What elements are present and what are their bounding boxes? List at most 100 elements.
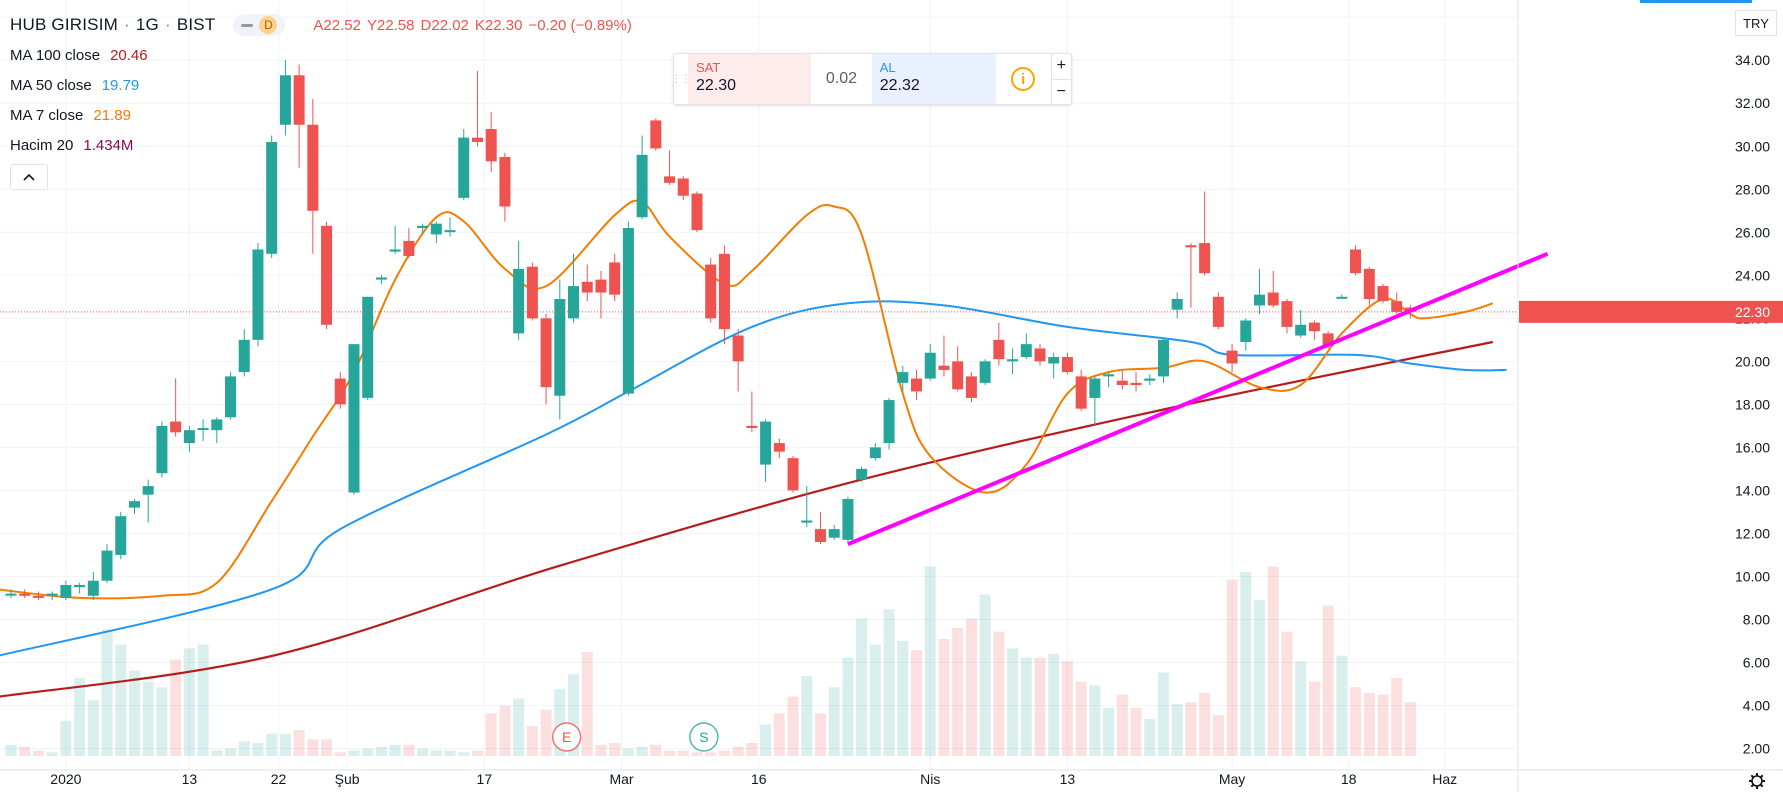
candle-body[interactable] <box>979 361 991 383</box>
candle-body[interactable] <box>1199 243 1211 274</box>
candle-body[interactable] <box>417 225 429 228</box>
candle-body[interactable] <box>705 264 717 319</box>
candle-body[interactable] <box>197 428 209 431</box>
candle-body[interactable] <box>897 372 909 383</box>
candle-body[interactable] <box>293 75 305 125</box>
candle-body[interactable] <box>1061 357 1073 373</box>
candle-body[interactable] <box>1377 286 1389 302</box>
candle-body[interactable] <box>321 225 333 325</box>
currency-label[interactable]: TRY <box>1735 10 1777 36</box>
indicator-ma50[interactable]: MA 50 close 19.79 <box>10 70 638 100</box>
candle-body[interactable] <box>664 176 676 183</box>
candle-body[interactable] <box>32 595 44 598</box>
candle-body[interactable] <box>430 223 442 235</box>
candle-body[interactable] <box>142 486 154 495</box>
candle-body[interactable] <box>1048 357 1060 364</box>
candle-body[interactable] <box>101 550 113 581</box>
candle-body[interactable] <box>636 154 648 218</box>
candle-body[interactable] <box>5 593 17 596</box>
candle-body[interactable] <box>1185 245 1197 248</box>
candle-body[interactable] <box>554 298 566 396</box>
candle-body[interactable] <box>1144 378 1156 381</box>
candle-body[interactable] <box>801 520 813 523</box>
candle-body[interactable] <box>622 227 634 394</box>
candle-body[interactable] <box>279 75 291 125</box>
candle-body[interactable] <box>211 419 223 431</box>
candle-body[interactable] <box>732 335 744 362</box>
candle-body[interactable] <box>568 286 580 319</box>
candle-body[interactable] <box>225 376 237 418</box>
candle-body[interactable] <box>128 501 140 508</box>
indicator-volume[interactable]: Hacim 20 1.434M <box>10 130 638 160</box>
candle-body[interactable] <box>156 425 168 474</box>
candle-body[interactable] <box>19 593 31 596</box>
candle-body[interactable] <box>1281 301 1293 327</box>
candle-body[interactable] <box>46 593 58 596</box>
indicator-ma100[interactable]: MA 100 close 20.46 <box>10 40 638 70</box>
candle-body[interactable] <box>856 468 868 480</box>
sell-button[interactable]: SAT 22.30 <box>688 54 812 104</box>
candle-body[interactable] <box>1157 339 1169 377</box>
candle-body[interactable] <box>773 443 785 452</box>
candle-body[interactable] <box>334 378 346 405</box>
candle-body[interactable] <box>1020 344 1032 358</box>
candle-body[interactable] <box>1240 320 1252 342</box>
candle-body[interactable] <box>389 249 401 252</box>
candle-body[interactable] <box>471 137 483 142</box>
candle-body[interactable] <box>650 120 662 149</box>
candle-body[interactable] <box>883 400 895 444</box>
candle-body[interactable] <box>1103 374 1115 377</box>
candle-body[interactable] <box>1034 348 1046 362</box>
candle-body[interactable] <box>595 279 607 293</box>
candle-body[interactable] <box>1391 301 1403 312</box>
candle-body[interactable] <box>540 318 552 388</box>
candle-body[interactable] <box>513 268 525 334</box>
candle-body[interactable] <box>403 240 415 256</box>
candle-body[interactable] <box>238 339 250 373</box>
candle-body[interactable] <box>183 430 195 444</box>
candle-body[interactable] <box>1322 333 1334 347</box>
candle-body[interactable] <box>965 376 977 398</box>
candle-body[interactable] <box>1295 324 1307 336</box>
gear-icon[interactable] <box>1749 773 1765 789</box>
candle-body[interactable] <box>60 585 72 598</box>
candle-body[interactable] <box>115 516 127 555</box>
buy-button[interactable]: AL 22.32 <box>871 54 996 104</box>
candle-body[interactable] <box>1089 378 1101 398</box>
candle-body[interactable] <box>74 585 86 588</box>
candle-body[interactable] <box>1336 296 1348 299</box>
candle-body[interactable] <box>526 266 538 319</box>
candle-body[interactable] <box>458 137 470 198</box>
candle-body[interactable] <box>911 378 923 392</box>
candle-body[interactable] <box>1308 322 1320 332</box>
candle-body[interactable] <box>375 277 387 280</box>
candle-body[interactable] <box>814 529 826 543</box>
candle-body[interactable] <box>1363 268 1375 299</box>
event-marker[interactable] <box>689 722 719 752</box>
increase-button[interactable]: + <box>1051 54 1072 80</box>
candle-body[interactable] <box>170 421 182 433</box>
event-marker[interactable] <box>551 722 582 752</box>
candle-body[interactable] <box>362 296 374 398</box>
candle-body[interactable] <box>485 129 497 162</box>
candle-body[interactable] <box>677 178 689 196</box>
candle-body[interactable] <box>1350 249 1362 274</box>
candle-body[interactable] <box>952 361 964 390</box>
candle-body[interactable] <box>444 230 456 233</box>
candle-body[interactable] <box>348 344 360 493</box>
candle-body[interactable] <box>842 498 854 540</box>
candle-body[interactable] <box>1171 298 1183 310</box>
drag-handle-icon[interactable]: ⋮⋮ <box>671 73 691 85</box>
candle-body[interactable] <box>828 529 840 538</box>
candle-body[interactable] <box>266 141 278 254</box>
candle-body[interactable] <box>760 421 772 465</box>
candle-body[interactable] <box>787 458 799 491</box>
candle-body[interactable] <box>691 193 703 231</box>
candle-body[interactable] <box>1267 292 1279 306</box>
symbol-title[interactable]: HUB GIRISIM · 1G · BIST <box>10 15 216 34</box>
candle-body[interactable] <box>938 365 950 370</box>
candle-body[interactable] <box>1254 294 1266 306</box>
candle-body[interactable] <box>1116 380 1128 385</box>
candle-body[interactable] <box>581 281 593 293</box>
candle-body[interactable] <box>869 447 881 459</box>
